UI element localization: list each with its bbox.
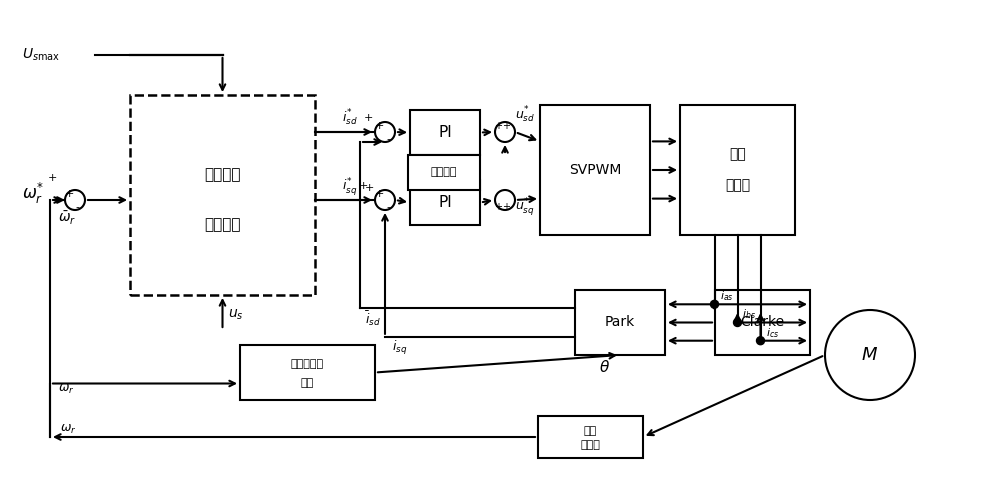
Text: 光电: 光电 (584, 426, 597, 436)
Text: +: + (358, 181, 368, 191)
Text: $i_{bs}$: $i_{bs}$ (742, 308, 756, 322)
Text: 三相: 三相 (729, 147, 746, 161)
Circle shape (825, 310, 915, 400)
Text: +: + (502, 202, 510, 212)
Text: -: - (386, 202, 390, 212)
Text: $u_s$: $u_s$ (228, 308, 243, 322)
Text: $i_{sq}^{*}$: $i_{sq}^{*}$ (342, 176, 358, 198)
Text: $i_{sd}^{*}$: $i_{sd}^{*}$ (342, 108, 358, 128)
Circle shape (495, 122, 515, 142)
Text: $\bar{i}_{sq}$: $\bar{i}_{sq}$ (392, 336, 408, 357)
Text: +: + (47, 173, 57, 183)
Bar (240, 345, 375, 400)
Text: 输出模型: 输出模型 (204, 217, 241, 232)
Text: Park: Park (605, 315, 635, 329)
Text: +: + (374, 121, 384, 131)
Text: $M$: $M$ (861, 346, 879, 364)
Circle shape (757, 336, 765, 345)
Text: PI: PI (438, 125, 452, 140)
Text: $\bar{\omega}_r$: $\bar{\omega}_r$ (58, 209, 76, 227)
Text: +: + (374, 189, 384, 199)
Circle shape (375, 122, 395, 142)
Text: +: + (494, 202, 502, 212)
Bar (410, 180, 480, 225)
Text: $\omega_r$: $\omega_r$ (60, 422, 77, 435)
Circle shape (710, 300, 718, 308)
Text: +: + (64, 189, 74, 199)
Text: 逆变器: 逆变器 (725, 179, 750, 192)
Text: $u_{sq}^{*}$: $u_{sq}^{*}$ (515, 196, 535, 218)
Text: 电压解耦: 电压解耦 (431, 168, 457, 178)
Text: SVPWM: SVPWM (569, 163, 621, 177)
Text: 磁场定向角: 磁场定向角 (291, 359, 324, 369)
Text: -: - (386, 134, 390, 144)
Text: -: - (75, 202, 79, 212)
Bar (715, 290, 810, 355)
Text: 电流配比: 电流配比 (204, 168, 241, 182)
Bar (680, 105, 795, 235)
Text: $i_{as}$: $i_{as}$ (720, 289, 733, 303)
Bar (538, 416, 643, 458)
Text: 编码器: 编码器 (581, 441, 600, 450)
Circle shape (495, 190, 515, 210)
Circle shape (734, 319, 742, 326)
Text: $\bar{i}_{sd}$: $\bar{i}_{sd}$ (365, 309, 381, 327)
Text: $U_{s\mathrm{max}}$: $U_{s\mathrm{max}}$ (22, 47, 60, 63)
Bar (540, 105, 650, 235)
Text: +: + (363, 113, 373, 123)
Text: +: + (502, 121, 510, 131)
Text: $\theta$: $\theta$ (599, 359, 611, 375)
Text: $u_{sd}^{*}$: $u_{sd}^{*}$ (515, 105, 535, 125)
Bar (130, 95, 315, 295)
Text: $\omega_r$: $\omega_r$ (58, 383, 75, 396)
Text: Clarke: Clarke (740, 315, 785, 329)
Bar (408, 155, 480, 190)
Text: +: + (364, 183, 374, 193)
Text: PI: PI (438, 195, 452, 210)
Text: 计算: 计算 (301, 379, 314, 388)
Circle shape (65, 190, 85, 210)
Text: +: + (494, 121, 502, 131)
Text: $\omega_r^{*}$: $\omega_r^{*}$ (22, 180, 44, 205)
Circle shape (375, 190, 395, 210)
Bar (410, 110, 480, 155)
Bar (575, 290, 665, 355)
Text: $i_{cs}$: $i_{cs}$ (766, 326, 779, 340)
